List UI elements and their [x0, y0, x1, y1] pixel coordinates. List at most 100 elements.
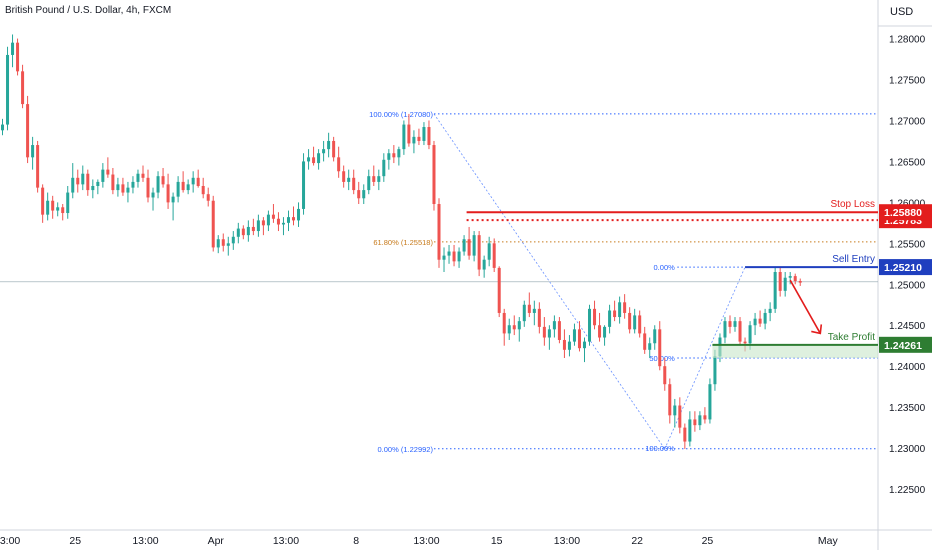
candle-body [743, 341, 747, 344]
candle [768, 302, 772, 322]
candle [733, 317, 737, 332]
candle [171, 192, 175, 221]
candle [477, 231, 481, 277]
trade-levels: Stop Loss Sell Entry Take Profit [466, 199, 878, 358]
candle-body [442, 255, 446, 260]
candle [286, 210, 290, 232]
candle-body [693, 419, 697, 426]
fib-0-label: 0.00% (1.22992) [378, 445, 434, 454]
candle-body [397, 149, 401, 158]
candle [487, 236, 491, 267]
candle [557, 317, 561, 344]
candle [131, 176, 135, 194]
candle-body [151, 192, 155, 198]
candle-body [241, 228, 245, 236]
x-tick-label: May [818, 535, 839, 547]
candle-body [472, 235, 476, 256]
stop-loss-price: 1.25880 [884, 207, 922, 219]
candle [793, 273, 797, 285]
candle [106, 157, 110, 178]
candle-body [608, 310, 612, 327]
candle [101, 163, 105, 188]
candle [552, 315, 556, 338]
take-profit-text: Take Profit [828, 332, 875, 343]
candle [638, 310, 642, 338]
candle-body [768, 308, 772, 313]
candle [512, 315, 516, 336]
candle-body [201, 186, 205, 195]
candle [432, 140, 436, 211]
candle [281, 217, 285, 236]
candle-body [733, 321, 737, 327]
candle [658, 321, 662, 371]
candle-body [593, 308, 597, 326]
candle [392, 145, 396, 164]
candle [332, 136, 336, 162]
candle [372, 165, 376, 186]
candle-body [291, 217, 296, 221]
candle [347, 169, 351, 191]
candle [593, 300, 597, 330]
candle [211, 195, 215, 252]
candle-body [281, 222, 285, 225]
candle [61, 204, 65, 221]
candle [723, 317, 727, 344]
candle-body [111, 174, 115, 191]
candle-body [11, 42, 15, 55]
candle-body [61, 207, 65, 214]
currency-button[interactable]: USD [890, 6, 914, 18]
candle [271, 204, 275, 223]
take-profit-badge [879, 336, 932, 353]
candle [362, 184, 366, 205]
candle-body [81, 173, 85, 185]
y-tick-label: 1.25000 [889, 280, 926, 291]
candle-body [658, 329, 662, 367]
candle-body [618, 302, 622, 318]
candle [482, 255, 486, 278]
candle [472, 231, 476, 262]
stop-loss-badge [879, 204, 932, 221]
candle-body [788, 276, 792, 278]
candle-body [352, 177, 356, 191]
candle-body [613, 310, 617, 318]
candle-body [196, 177, 200, 186]
y-tick-label: 1.24500 [889, 321, 926, 332]
candle-body [362, 190, 366, 199]
candle [567, 335, 571, 357]
candle [497, 266, 501, 318]
candle-body [572, 329, 576, 342]
y-tick-label: 1.24000 [889, 362, 926, 373]
candle [698, 411, 702, 431]
candle-body [216, 239, 220, 248]
candle-body [467, 239, 471, 256]
candle [241, 225, 245, 240]
y-tick-label: 1.25500 [889, 239, 926, 250]
candle-body [21, 71, 25, 105]
candle-body [588, 308, 592, 342]
candle-body [46, 200, 50, 215]
candle [76, 169, 80, 193]
candle [738, 317, 742, 346]
candle-body [41, 187, 45, 215]
candle-body [668, 384, 672, 416]
candle-body [557, 321, 561, 340]
candle [307, 149, 311, 170]
candle [322, 140, 326, 162]
take-profit-zone [712, 344, 878, 358]
candle [367, 169, 371, 195]
candle-body [783, 277, 787, 291]
fibonacci-tools: 100.00% (1.27080) 61.80% (1.25518) 0.00% (… [369, 110, 878, 454]
candle [628, 307, 632, 334]
candle-body [246, 226, 250, 236]
candle [46, 192, 50, 221]
candle [728, 315, 732, 334]
x-tick-label: 13:00 [132, 535, 158, 547]
candle [256, 214, 260, 237]
candle-body [407, 124, 411, 144]
sell-entry-badge [879, 259, 932, 276]
candle [302, 153, 306, 215]
candle-body [307, 157, 311, 162]
candle-body [146, 177, 150, 198]
